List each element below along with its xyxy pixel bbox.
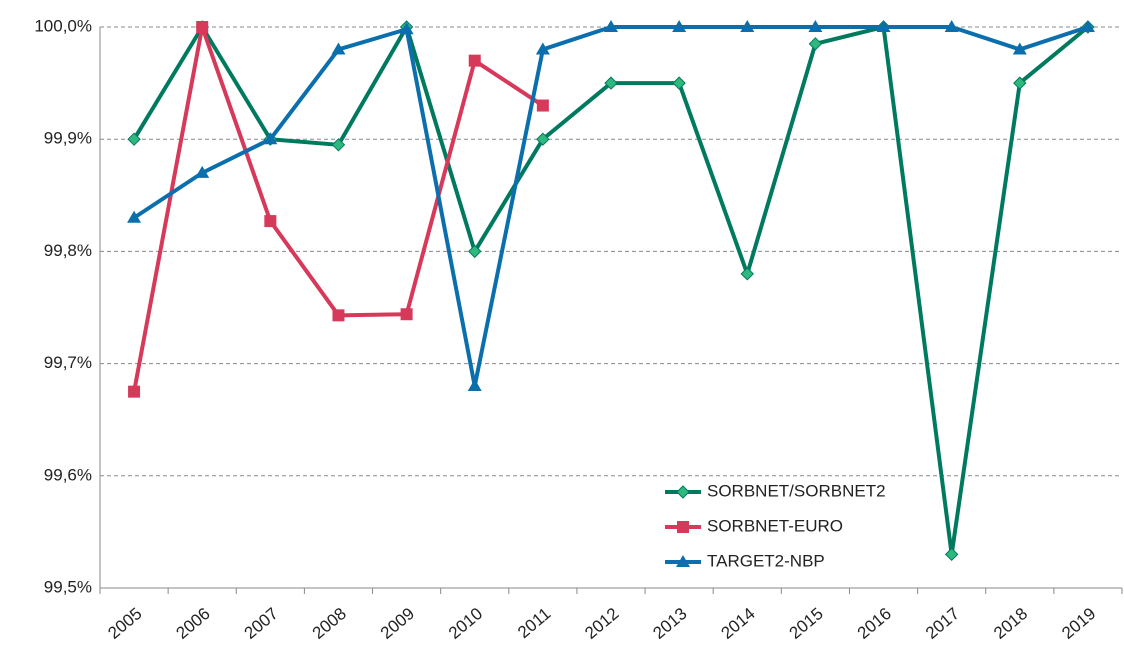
point [672,76,686,90]
point [536,132,550,146]
point [399,22,414,35]
x-tick-label: 2011 [514,604,554,642]
y-tick-label: 99,6% [44,465,92,484]
point [944,547,959,562]
point [264,215,277,228]
point [876,20,891,32]
x-tick-label: 2009 [377,604,418,643]
x-tick-label: 2015 [786,604,827,643]
legend-label: TARGET2-NBP [707,551,825,570]
point [808,20,823,32]
x-tick-label: 2010 [445,604,486,643]
x-tick-label: 2013 [649,604,690,643]
point [676,555,690,567]
point [672,20,687,32]
x-tick-label: 2017 [922,604,963,643]
point [535,42,550,55]
legend-label: SORBNET/SORBNET2 [707,481,886,500]
point [127,210,142,223]
point [604,20,618,32]
legend-label: SORBNET-EURO [707,516,843,535]
point [331,42,346,55]
point [740,267,754,281]
point [740,20,755,32]
x-tick-label: 2012 [581,604,622,643]
x-tick-label: 2019 [1058,604,1099,643]
point [467,379,482,392]
series-line [132,25,1090,557]
point [127,132,141,146]
point [604,76,618,90]
point [331,138,346,152]
point [1013,76,1027,90]
point [196,21,209,33]
x-tick-label: 2016 [854,604,895,643]
y-tick-label: 100,0% [34,16,92,35]
point [332,309,345,322]
y-tick-label: 99,7% [44,353,92,372]
x-tick-label: 2007 [241,604,282,643]
point [468,54,481,67]
x-tick-label: 2008 [309,604,350,643]
point [263,132,278,145]
x-tick-label: 2006 [172,604,213,643]
point [128,385,141,398]
point [195,165,210,178]
point [808,37,823,51]
point [944,20,959,32]
point [1080,20,1095,32]
point [400,308,413,321]
x-tick-label: 2014 [718,604,759,643]
series-line [132,25,544,393]
y-tick-label: 99,9% [44,129,92,148]
y-tick-label: 99,5% [44,577,92,596]
y-tick-label: 99,8% [44,241,92,260]
point [1012,42,1027,55]
point [677,521,689,533]
x-tick-label: 2018 [990,604,1031,643]
point [536,99,549,112]
point [468,244,482,259]
x-tick-label: 2005 [104,604,145,643]
point [676,485,690,499]
